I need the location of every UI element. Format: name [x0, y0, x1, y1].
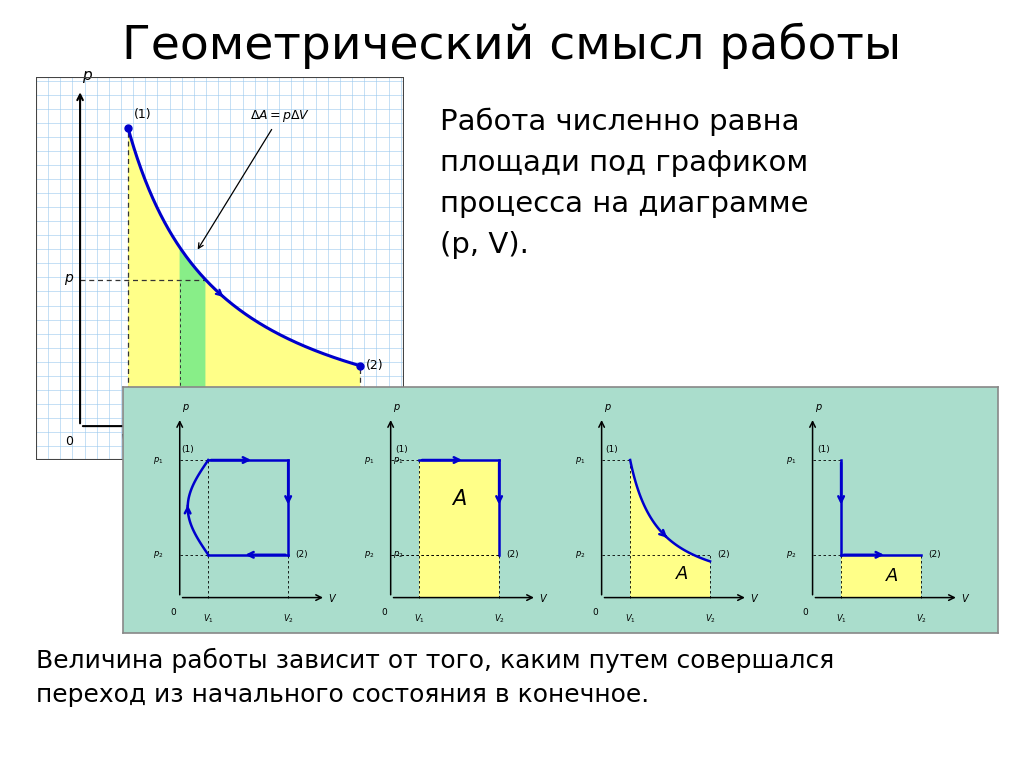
Text: 0: 0: [170, 608, 176, 617]
Text: $p_2$: $p_2$: [154, 549, 164, 560]
Text: (1): (1): [395, 446, 408, 454]
Polygon shape: [179, 247, 206, 426]
Text: $p_1$: $p_1$: [393, 455, 403, 466]
Text: $V$: $V$: [539, 591, 548, 604]
Text: (2): (2): [366, 359, 383, 372]
Text: 0: 0: [381, 608, 387, 617]
Text: $p_2$: $p_2$: [365, 549, 375, 560]
Text: $V$: $V$: [328, 591, 337, 604]
Text: $V_2$: $V_2$: [352, 433, 368, 448]
Text: $V_1$: $V_1$: [203, 613, 214, 625]
Text: $V_1$: $V_1$: [414, 613, 425, 625]
Text: $p_2$: $p_2$: [575, 549, 586, 560]
Text: $V_2$: $V_2$: [915, 613, 927, 625]
Text: $p_1$: $p_1$: [575, 455, 586, 466]
Text: $V_2$: $V_2$: [494, 613, 505, 625]
Text: 0: 0: [803, 608, 809, 617]
Text: 0: 0: [65, 435, 73, 448]
Text: $V$: $V$: [397, 418, 411, 434]
Text: Геометрический смысл работы: Геометрический смысл работы: [123, 23, 901, 70]
Text: $V$: $V$: [961, 591, 970, 604]
Polygon shape: [128, 128, 360, 426]
Text: (1): (1): [605, 446, 618, 454]
Text: $\Delta A = p\Delta V$: $\Delta A = p\Delta V$: [199, 108, 310, 249]
Text: $p_1$: $p_1$: [786, 455, 797, 466]
Text: $V_1$: $V_1$: [625, 613, 636, 625]
Text: (2): (2): [295, 550, 307, 559]
Text: $V_2$: $V_2$: [283, 613, 294, 625]
Text: (2): (2): [506, 550, 518, 559]
Polygon shape: [630, 460, 710, 597]
Text: $p$: $p$: [182, 402, 189, 414]
Text: $p_2$: $p_2$: [393, 549, 403, 560]
Text: $p$: $p$: [604, 402, 611, 414]
Text: $p_2$: $p_2$: [786, 549, 797, 560]
Text: Работа численно равна
площади под графиком
процесса на диаграмме
(p, V).: Работа численно равна площади под график…: [440, 107, 809, 259]
Text: $p$: $p$: [65, 272, 75, 287]
Text: $A$: $A$: [452, 489, 467, 509]
Polygon shape: [841, 555, 921, 597]
Text: $V_1$: $V_1$: [836, 613, 847, 625]
Polygon shape: [419, 460, 499, 597]
Text: (1): (1): [133, 108, 152, 121]
Text: $p_1$: $p_1$: [365, 455, 375, 466]
Text: (1): (1): [181, 446, 195, 454]
Text: 0: 0: [592, 608, 598, 617]
Text: $V_2$: $V_2$: [705, 613, 716, 625]
Text: Величина работы зависит от того, каким путем совершался
переход из начального со: Величина работы зависит от того, каким п…: [36, 648, 835, 706]
Text: $A$: $A$: [886, 567, 899, 585]
Text: $V$: $V$: [750, 591, 759, 604]
Text: $\Delta V$: $\Delta V$: [183, 449, 202, 462]
Text: (1): (1): [817, 446, 829, 454]
Text: $p$: $p$: [815, 402, 822, 414]
Text: (2): (2): [928, 550, 940, 559]
Text: $p$: $p$: [82, 69, 93, 85]
Text: (2): (2): [717, 550, 729, 559]
Text: $p_1$: $p_1$: [154, 455, 164, 466]
Text: $A$: $A$: [675, 565, 688, 583]
Text: $V_1$: $V_1$: [121, 433, 135, 448]
Text: $p$: $p$: [393, 402, 400, 414]
